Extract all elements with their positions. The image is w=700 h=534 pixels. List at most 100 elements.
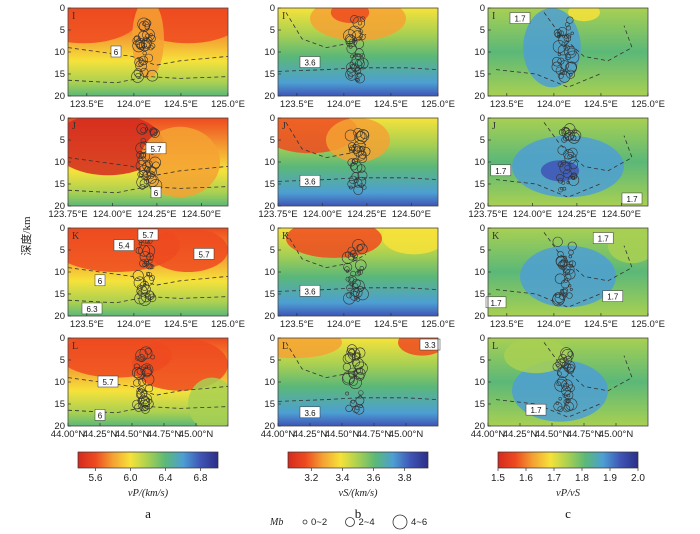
earthquake-marker <box>553 401 563 411</box>
colorbar-b: 3.2 3.4 3.6 3.8 vS/(km/s) b <box>287 451 429 521</box>
earthquake-marker <box>569 260 576 268</box>
earthquake-marker <box>138 57 143 63</box>
earthquake-marker <box>149 274 156 281</box>
earthquake-marker <box>568 284 572 288</box>
earthquake-marker <box>358 390 364 396</box>
contour-label: 6 <box>114 48 119 57</box>
earthquake-marker <box>135 356 140 361</box>
earthquake-marker <box>563 255 567 260</box>
earthquake-marker <box>564 129 575 141</box>
panel-a-I: 6 I0 5 10 15 20 123.5°E 124.0°E 124.5°E 125.0°E <box>54 3 245 110</box>
earthquake-marker <box>567 154 573 159</box>
earthquake-marker <box>142 373 155 386</box>
earthquake-marker <box>566 69 576 79</box>
y-tick-label: 0 <box>480 333 485 344</box>
earthquake-marker <box>152 161 160 169</box>
earthquake-marker <box>137 396 145 405</box>
earthquake-marker <box>564 164 571 171</box>
earthquake-marker <box>343 292 356 305</box>
earthquake-marker <box>565 25 571 31</box>
earthquake-marker <box>347 158 356 167</box>
earthquake-marker <box>556 174 564 182</box>
x-tick-label: 124.5°E <box>374 99 408 110</box>
earthquake-marker <box>557 26 568 37</box>
earthquake-marker <box>348 146 356 154</box>
x-tick-label: 124.00°E <box>513 209 552 220</box>
earthquake-marker <box>138 244 150 257</box>
colorbar-gradient <box>497 451 639 469</box>
earthquake-marker <box>357 170 368 181</box>
y-tick-label: 5 <box>60 25 65 36</box>
contour-label-box <box>490 164 512 177</box>
magnitude-legend: Mb 0~2 2~4 4~6 <box>269 514 427 530</box>
earthquake-marker <box>344 352 356 363</box>
earthquake-marker <box>570 172 578 180</box>
earthquake-marker <box>150 128 160 138</box>
profile-label: J <box>282 121 286 132</box>
x-tick-label: 44.50°N <box>325 429 360 440</box>
earthquake-marker <box>568 249 574 256</box>
earthquake-marker <box>563 268 570 276</box>
contour-label-box <box>97 375 119 388</box>
profile-label: K <box>72 231 80 242</box>
legend-label: 4~6 <box>411 517 427 528</box>
earthquake-marker <box>132 399 142 410</box>
earthquake-marker <box>144 260 150 266</box>
x-tick-label: 124.0°E <box>327 99 361 110</box>
contour-line <box>495 289 601 308</box>
velocity-field <box>68 8 228 96</box>
contour-label: 1.7 <box>495 167 507 176</box>
velocity-field <box>68 118 228 206</box>
y-tick-label: 5 <box>60 355 65 366</box>
contour-label-box <box>94 274 106 287</box>
y-tick-label: 15 <box>474 289 485 300</box>
contour-label: 1.7 <box>598 235 610 244</box>
colorbar-tick-label: 1.8 <box>575 473 589 484</box>
earthquake-marker <box>566 180 570 185</box>
earthquake-marker <box>137 290 142 295</box>
contour-label: 3.3 <box>424 341 436 350</box>
earthquake-marker <box>557 251 564 258</box>
earthquake-marker <box>562 186 567 191</box>
y-tick-label: 5 <box>60 135 65 146</box>
x-tick-label: 123.5°E <box>70 99 104 110</box>
earthquake-marker <box>356 72 362 78</box>
contour-label-box <box>592 232 614 244</box>
contour-label-box <box>419 338 441 351</box>
colorbar-tick-label: 1.5 <box>491 473 505 484</box>
earthquake-marker <box>557 406 564 412</box>
earthquake-marker <box>352 353 357 358</box>
y-tick-label: 20 <box>54 91 65 102</box>
x-tick-label: 125.0°E <box>421 319 455 330</box>
colorbar-tick-label: 5.6 <box>89 473 103 484</box>
contour-label-box <box>145 142 167 155</box>
earthquake-marker <box>560 289 565 294</box>
earthquake-marker <box>556 255 568 268</box>
earthquake-marker <box>561 361 569 370</box>
x-tick-label: 124.5°E <box>584 319 618 330</box>
earthquake-marker <box>138 62 143 67</box>
earthquake-marker <box>359 266 364 271</box>
earthquake-marker <box>355 58 365 69</box>
contour-label: 6.3 <box>86 305 98 314</box>
earthquake-marker <box>557 260 568 270</box>
colorbar-tick-label: 2.0 <box>631 473 645 484</box>
earthquake-marker <box>564 390 574 400</box>
earthquake-marker <box>135 349 148 362</box>
contour-line <box>543 232 633 282</box>
earthquake-marker <box>564 45 577 59</box>
earthquake-marker <box>342 362 352 372</box>
anomaly-blob <box>504 338 568 374</box>
contour-label: 1.7 <box>626 195 638 204</box>
earthquake-marker <box>554 378 568 392</box>
x-tick-label: 123.75°E <box>258 209 297 220</box>
legend-label: 2~4 <box>359 517 375 528</box>
earthquake-marker <box>132 36 142 46</box>
velocity-field <box>488 228 648 316</box>
earthquake-marker <box>567 174 580 186</box>
earthquake-marker <box>138 399 150 412</box>
anomaly-blob <box>330 8 370 23</box>
y-tick-label: 5 <box>480 25 485 36</box>
earthquake-marker <box>347 253 356 261</box>
profile-label: I <box>282 11 285 22</box>
